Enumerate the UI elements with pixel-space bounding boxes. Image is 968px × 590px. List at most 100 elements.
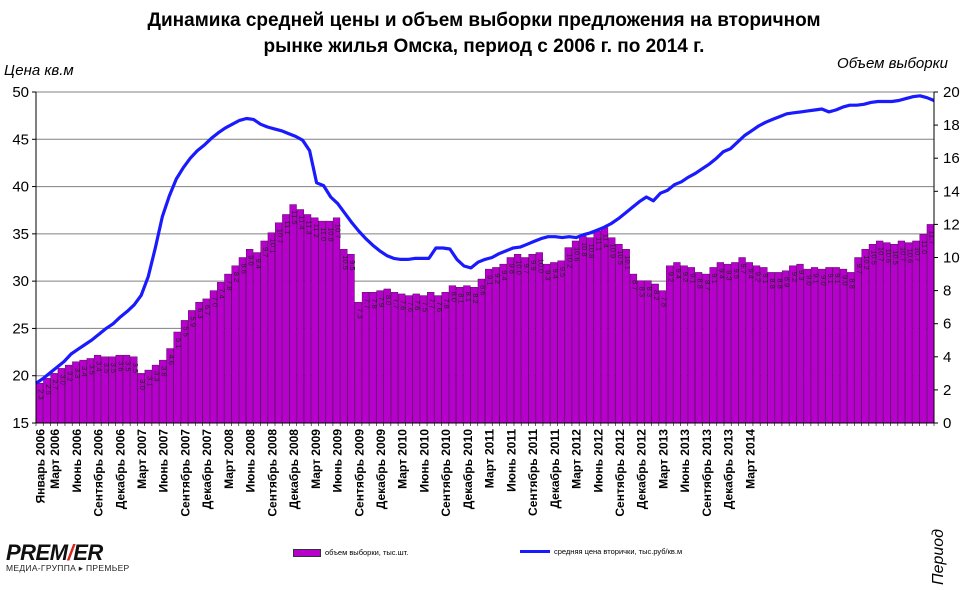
x-tick-label: Июнь 2006: [70, 429, 84, 493]
legend-line: средняя цена вторички, тыс.руб/кв.м: [520, 547, 682, 556]
bar: [376, 290, 384, 424]
bar: [810, 267, 819, 424]
bar: [571, 240, 580, 424]
y-right-tick-label: 20: [943, 84, 960, 101]
bar-value-label: 8.0: [384, 295, 393, 305]
x-tick-label: Март 2013: [656, 429, 670, 489]
bar-value-label: 10.8: [326, 227, 335, 242]
bar-value-label: 11.5: [290, 211, 299, 225]
bar: [542, 263, 551, 424]
bar-value-label: 9.1: [833, 273, 842, 283]
bar-value-label: 10.7: [877, 247, 886, 262]
bar-value-label: 11.4: [601, 234, 610, 248]
y-right-tick-label: 2: [943, 382, 951, 399]
bar: [369, 292, 377, 424]
chart-title-line-1: Динамика средней цены и объем выборки пр…: [147, 10, 821, 31]
bar-value-label: 9.4: [551, 268, 560, 278]
bar-value-label: 5.5: [181, 326, 190, 336]
logo-brand-right: ER: [73, 540, 103, 565]
bar-value-label: 10.6: [884, 249, 893, 264]
bar-value-label: 9.4: [500, 270, 509, 280]
bar-value-label: 8.1: [464, 292, 473, 302]
x-tick-label: Сентябрь 2013: [700, 429, 714, 517]
bar-value-label: 8.8: [848, 278, 857, 288]
bar: [919, 234, 927, 424]
bar: [354, 301, 362, 424]
bar-value-label: 3.5: [124, 361, 133, 371]
bar-value-label: 9.4: [674, 268, 683, 278]
bar: [673, 262, 681, 424]
y-left-tick-label: 25: [12, 320, 29, 337]
bar: [535, 252, 543, 424]
bar-value-label: 9.2: [681, 272, 690, 282]
bar: [383, 288, 391, 424]
bar: [405, 295, 413, 424]
bar: [709, 267, 717, 424]
y-right-tick-label: 16: [943, 150, 960, 167]
x-tick-label: Март 2009: [309, 429, 323, 489]
y-right-tick-label: 18: [943, 117, 960, 134]
bar-value-label: 9.9: [529, 260, 538, 270]
y-left-tick-label: 15: [12, 415, 29, 432]
bar-value-label: 10.7: [276, 229, 285, 244]
bar: [492, 267, 500, 424]
bar-value-label: 10.5: [341, 255, 350, 270]
bar: [622, 249, 630, 424]
x-tick-label: Июнь 2007: [157, 429, 171, 493]
bar-value-label: 9.5: [348, 260, 357, 270]
y-right-tick-label: 4: [943, 349, 951, 366]
x-tick-label: Март 2008: [222, 429, 236, 489]
legend-bars-swatch: [293, 548, 321, 557]
bar-value-label: 8.3: [638, 287, 647, 297]
bar-value-label: 3.3: [152, 371, 161, 381]
x-tick-label: Декабрь 2013: [722, 429, 736, 510]
right-axis-caption: Объем выборки: [837, 55, 948, 72]
bar-value-label: 7.4: [218, 288, 227, 298]
x-tick-label: Март 2007: [135, 429, 149, 489]
bar-value-label: 9.3: [725, 270, 734, 280]
bar-value-label: 3.0: [58, 374, 67, 384]
x-tick-label: Июнь 2011: [504, 429, 518, 492]
legend-bars-label: объем выборки, тыс.шт.: [325, 548, 409, 557]
bar: [390, 292, 399, 424]
bar: [456, 287, 464, 424]
bar-value-label: 9.0: [840, 275, 849, 285]
x-tick-label: Сентябрь 2012: [613, 429, 627, 517]
bar: [868, 244, 877, 424]
bar-value-label: 8.9: [783, 277, 792, 287]
bar: [839, 268, 848, 424]
bar-value-label: 9.1: [486, 275, 495, 285]
bar: [332, 217, 341, 424]
bar-value-label: 10.8: [587, 244, 596, 259]
bar-value-label: 9.4: [254, 259, 263, 269]
bar: [600, 227, 609, 424]
bar-value-label: 7.7: [363, 298, 372, 308]
bar-value-label: 7.9: [377, 297, 386, 307]
bar: [912, 240, 920, 424]
x-tick-label: Сентябрь 2008: [265, 429, 279, 517]
bar: [506, 257, 514, 424]
x-tick-label: Июнь 2009: [331, 429, 345, 493]
bar: [629, 273, 638, 424]
bar-value-label: 11.7: [927, 230, 936, 244]
bar-value-label: 10.8: [580, 242, 589, 257]
bar-value-label: 9.0: [804, 275, 813, 285]
x-tick-label: Сентябрь 2011: [526, 429, 540, 516]
bar: [311, 217, 319, 424]
x-tick-label: Декабрь 2008: [287, 429, 301, 510]
bar-value-label: 9.4: [717, 268, 726, 278]
x-tick-label: Июнь 2013: [678, 429, 692, 493]
bar: [695, 272, 703, 424]
bar: [876, 240, 884, 424]
bar: [463, 285, 471, 424]
bar-value-label: 3.6: [160, 366, 169, 376]
bar: [637, 280, 645, 424]
bar-value-label: 9.2: [493, 273, 502, 283]
bar-value-label: 8.3: [645, 287, 654, 297]
bar-value-label: 3.5: [87, 364, 96, 374]
bar: [557, 260, 565, 424]
bar: [528, 253, 536, 424]
bar-value-label: 3.5: [109, 363, 118, 373]
bar-value-label: 7.8: [370, 298, 379, 308]
bar-value-label: 9.7: [261, 247, 270, 257]
